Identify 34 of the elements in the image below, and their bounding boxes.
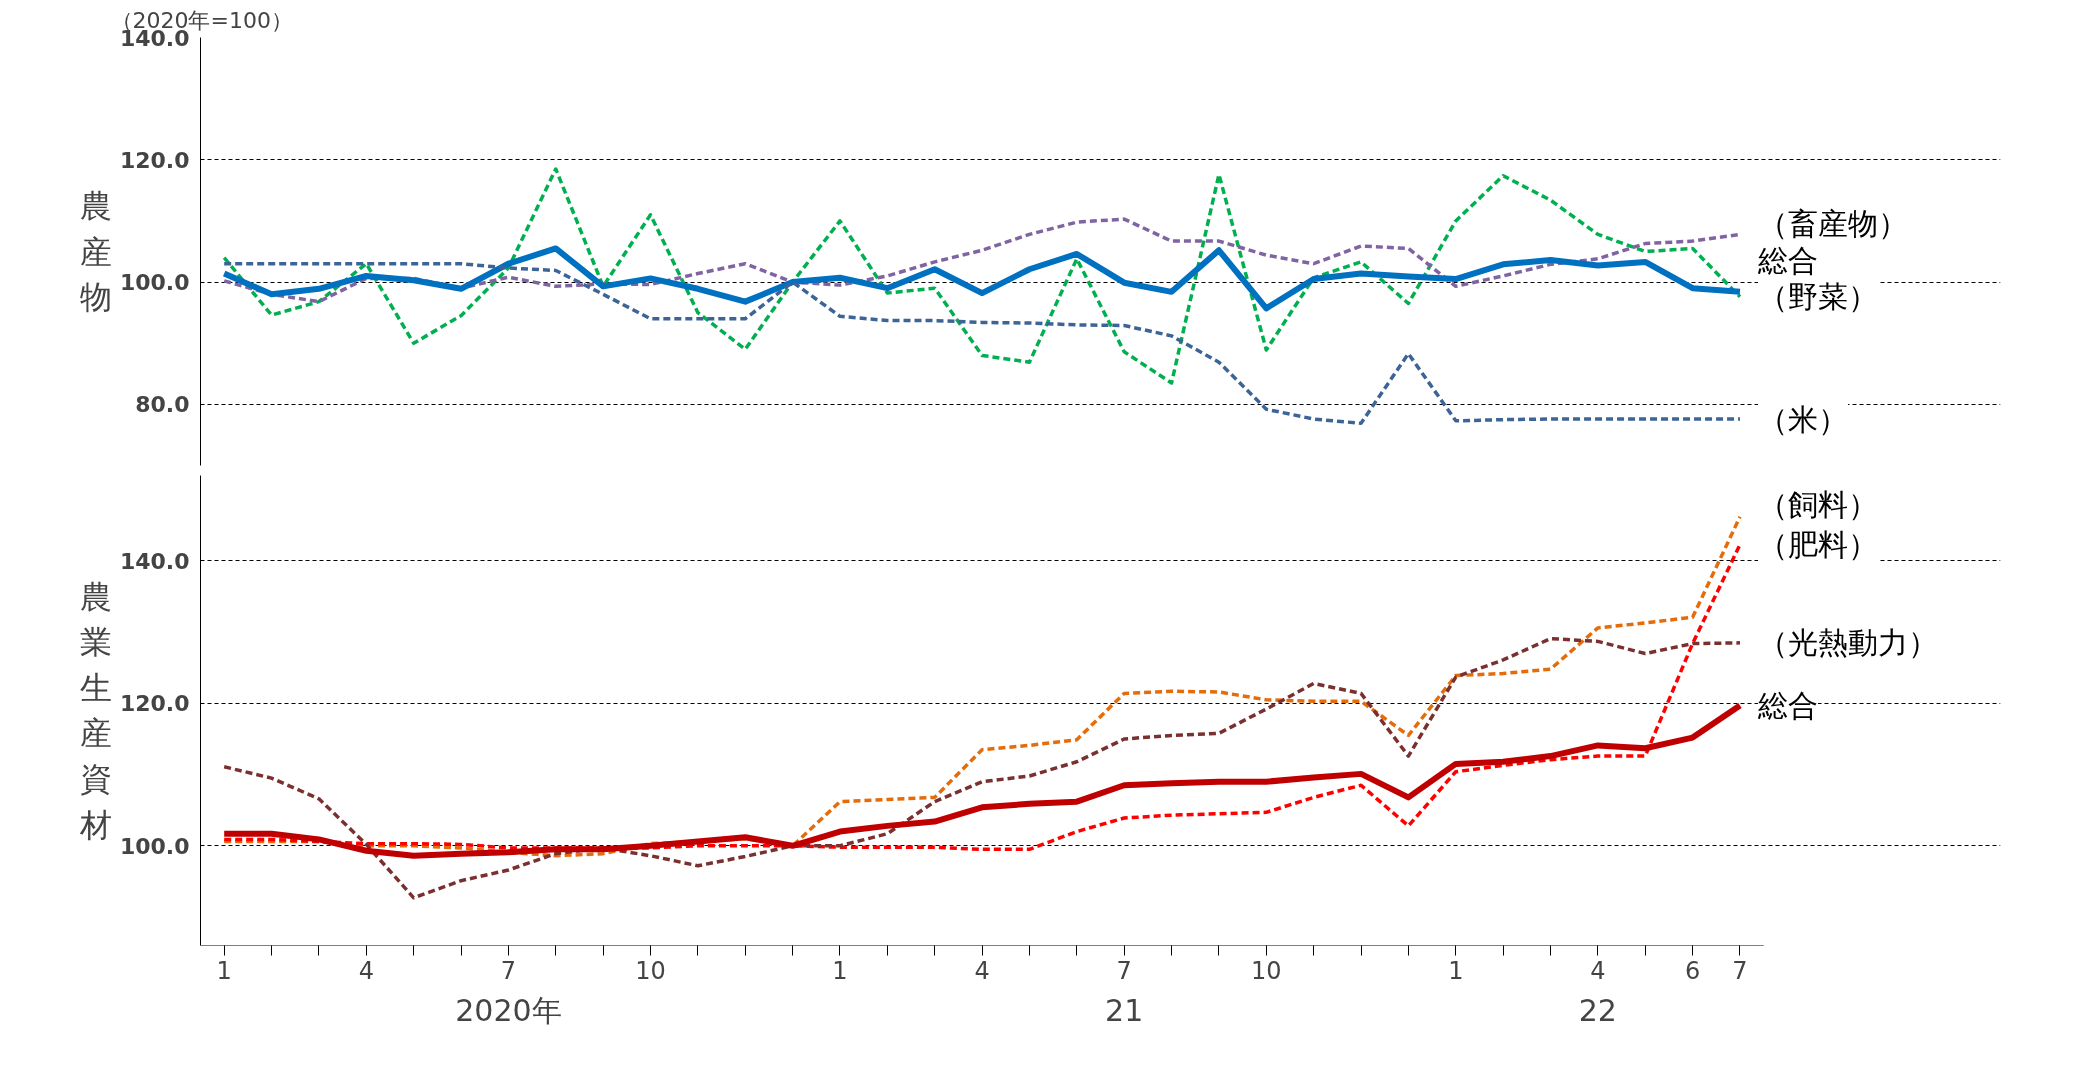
text: 21 [1105, 992, 1144, 1028]
x-tick-label: 1 [216, 956, 232, 985]
y-tick-label: 120.0 [119, 147, 190, 173]
y-tick-label: 120.0 [119, 691, 190, 717]
x-tick-label: 10 [1251, 956, 1282, 985]
y-tick-label: 80.0 [135, 392, 190, 418]
series-label: （野菜） [1757, 279, 1878, 315]
x-tick-label: 10 [635, 956, 666, 985]
x-tick-label: 6 [1684, 956, 1701, 985]
x-tick-label: 1 [1448, 956, 1464, 985]
text: 22 [1578, 992, 1617, 1028]
x-tick-label: 4 [974, 956, 990, 985]
series-label: 総合 [1756, 688, 1818, 724]
x-tick-label: 1 [832, 956, 848, 985]
line-series [222, 636, 1742, 900]
series-label: （米） [1757, 401, 1848, 437]
x-tick-label: 7 [500, 956, 517, 985]
x-tick-label: 4 [358, 956, 374, 985]
line-series [222, 167, 1742, 385]
x-tick-label: 7 [1732, 956, 1748, 985]
text: 2020年 [455, 992, 562, 1028]
series-label: （光熱動力） [1757, 625, 1938, 661]
x-tick-label: 4 [1590, 956, 1606, 985]
y-axis-title: 農業生産資材 [78, 577, 112, 844]
y-tick-label: 100.0 [119, 833, 190, 859]
series-label: （肥料） [1757, 527, 1878, 563]
y-tick-label: 140.0 [119, 548, 190, 574]
series-label: （飼料） [1757, 487, 1878, 523]
series-label: （畜産物） [1757, 206, 1908, 242]
line-series [222, 261, 1742, 426]
series-label: 総合 [1756, 242, 1818, 278]
x-tick-label: 7 [1116, 956, 1132, 985]
y-axis-title: 農産物 [79, 186, 112, 317]
y-tick-label: 100.0 [119, 270, 190, 296]
